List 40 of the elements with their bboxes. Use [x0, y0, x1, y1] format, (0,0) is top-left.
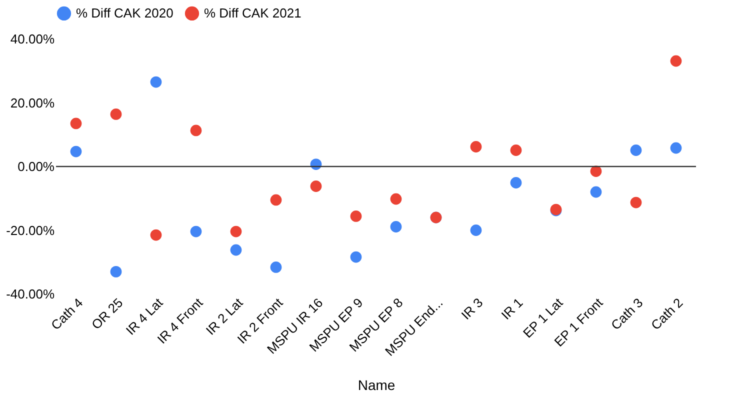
y-tick-label: 0.00%	[18, 159, 55, 174]
point	[590, 186, 602, 198]
point	[190, 226, 202, 238]
point	[350, 210, 362, 222]
point	[510, 177, 522, 188]
point	[230, 226, 242, 238]
point	[350, 251, 362, 263]
x-tick-label: OR 25	[88, 295, 126, 332]
point	[70, 118, 82, 130]
point	[310, 180, 322, 192]
y-tick-label: -40.00%	[6, 286, 55, 302]
y-tick-label: 40.00%	[10, 32, 55, 46]
y-tick-label: -20.00%	[6, 222, 55, 238]
x-tick-label: IR 3	[458, 295, 486, 323]
point	[190, 124, 202, 136]
point	[510, 144, 522, 156]
x-tick-label: IR 1	[498, 295, 526, 323]
legend-label: % Diff CAK 2021	[204, 5, 302, 20]
point	[670, 55, 682, 67]
legend-label: % Diff CAK 2020	[76, 5, 174, 20]
y-tick-label: 20.00%	[10, 95, 55, 110]
point	[470, 141, 482, 152]
point	[630, 144, 642, 156]
point	[110, 108, 122, 120]
point	[270, 262, 282, 273]
point	[390, 221, 402, 232]
point	[150, 76, 162, 88]
point	[150, 229, 162, 241]
point	[70, 146, 82, 158]
x-tick-label: Cath 2	[648, 295, 686, 333]
point	[270, 194, 282, 206]
point	[670, 142, 682, 154]
point	[590, 166, 602, 177]
point	[230, 244, 242, 256]
x-tick-label: Cath 3	[608, 295, 646, 333]
point	[110, 266, 122, 278]
point	[470, 224, 482, 236]
x-axis-title: Name	[358, 376, 396, 393]
point	[390, 193, 402, 205]
point	[630, 196, 642, 208]
